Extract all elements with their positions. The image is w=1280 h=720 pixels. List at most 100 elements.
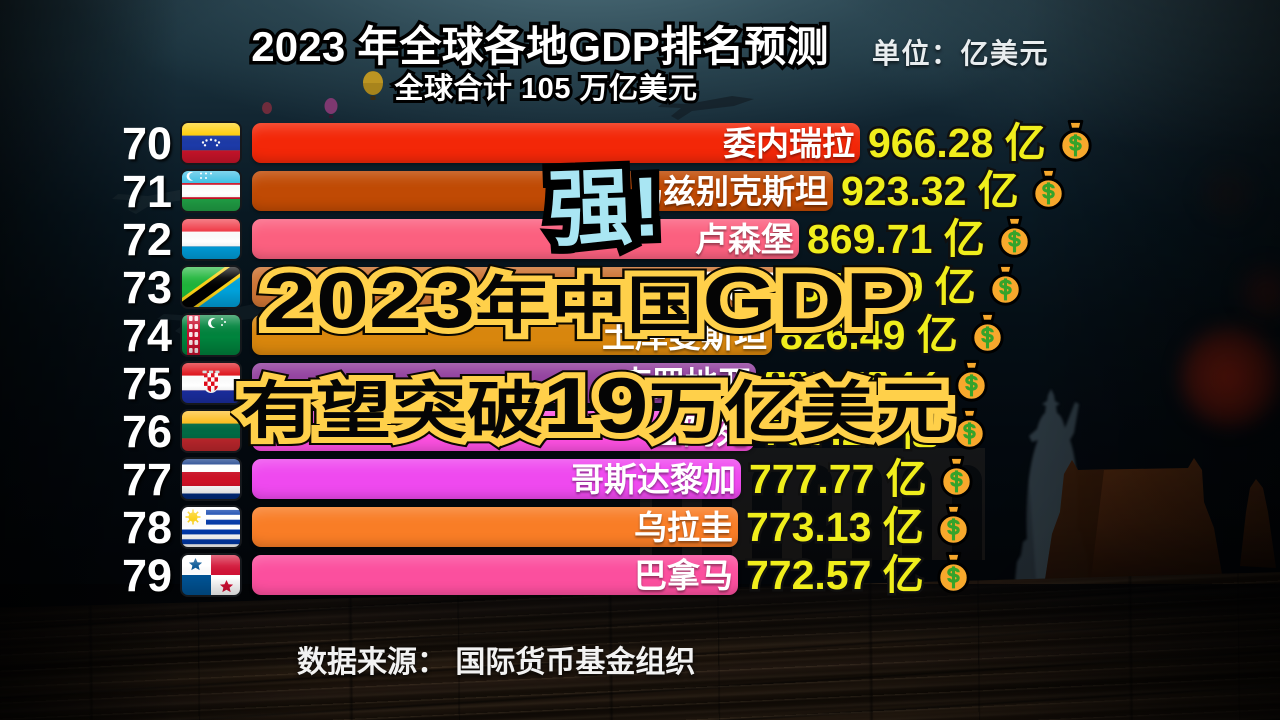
country-flag-icon bbox=[180, 217, 242, 261]
country-flag-icon bbox=[180, 121, 242, 165]
gdp-row: 70 委内瑞拉 966.28 亿 966.28 亿 bbox=[0, 118, 1280, 169]
gdp-value: 966.28 亿 966.28 亿 bbox=[866, 119, 1049, 168]
rank-number: 79 bbox=[121, 550, 172, 601]
country-flag-icon bbox=[180, 457, 242, 501]
gdp-value: 923.32 亿 923.32 亿 bbox=[839, 167, 1022, 216]
rank-number: 74 bbox=[121, 310, 172, 361]
gdp-value-text: 773.13 亿 bbox=[746, 504, 924, 550]
gdp-bar: 立陶宛 bbox=[252, 411, 754, 451]
gdp-value-outline: 869.71 亿 bbox=[805, 215, 988, 264]
gdp-value-text: 800.39 亿 bbox=[764, 360, 942, 406]
gdp-bar: 卢森堡 bbox=[252, 219, 799, 259]
gdp-value-text: 797.25 亿 bbox=[762, 408, 940, 454]
gdp-value: 826.49 亿 826.49 亿 bbox=[778, 311, 961, 360]
rank-number: 75 bbox=[121, 358, 172, 409]
overlay-badge: 强! 强! bbox=[539, 151, 670, 265]
gdp-row: 75 克罗地亚 800.39 亿 800.39 亿 bbox=[0, 358, 1280, 409]
money-bag-icon bbox=[934, 502, 973, 548]
money-bag-icon bbox=[986, 262, 1025, 308]
gdp-value: 855.09 亿 855.09 亿 bbox=[796, 263, 979, 312]
country-label: 克罗地亚 bbox=[619, 365, 751, 402]
gdp-value: 777.77 亿 777.77 亿 bbox=[747, 455, 930, 504]
gdp-value-outline: 966.28 亿 bbox=[866, 119, 1049, 168]
gdp-value: 869.71 亿 869.71 亿 bbox=[805, 215, 988, 264]
gdp-value-outline: 772.57 亿 bbox=[744, 551, 927, 600]
overlay-caption-line1: 2023年中国GDP 2023年中国GDP 2023年中国GDP bbox=[253, 248, 919, 352]
money-bag-icon bbox=[952, 358, 991, 404]
gdp-bar: 委内瑞拉 bbox=[252, 123, 860, 163]
gdp-row: 78 乌拉圭 773.13 亿 773.13 亿 bbox=[0, 502, 1280, 553]
page-subtitle: 全球合计 105 万亿美元 全球合计 105 万亿美元 bbox=[392, 70, 701, 108]
gdp-value-text: 855.09 亿 bbox=[798, 264, 976, 310]
unit-label: 单位：亿美元 bbox=[872, 38, 1050, 69]
country-flag-icon bbox=[180, 505, 242, 549]
country-flag-icon bbox=[180, 553, 242, 597]
gdp-value: 800.39 亿 800.39 亿 bbox=[764, 360, 942, 406]
gdp-bar: 乌兹别克斯坦 bbox=[252, 171, 833, 211]
country-flag-icon bbox=[180, 313, 242, 357]
country-label: 土库曼斯坦 bbox=[602, 317, 767, 354]
rank-number: 76 bbox=[121, 406, 172, 457]
country-flag-icon bbox=[180, 265, 242, 309]
money-bag-icon bbox=[934, 550, 973, 596]
gdp-value-text: 966.28 亿 bbox=[868, 120, 1046, 166]
gdp-value: 797.25 亿 797.25 亿 bbox=[762, 408, 940, 454]
gdp-row: 77 哥斯达黎加 777.77 亿 777.77 亿 bbox=[0, 454, 1280, 505]
gdp-value-text: 923.32 亿 bbox=[841, 168, 1019, 214]
gdp-value-text: 869.71 亿 bbox=[807, 216, 985, 262]
gdp-row: 79 巴拿马 772.57 亿 772.57 亿 bbox=[0, 550, 1280, 601]
gdp-bar: 巴拿马 bbox=[252, 555, 738, 595]
gdp-value: 773.13 亿 773.13 亿 bbox=[744, 503, 927, 552]
rank-number: 77 bbox=[121, 454, 172, 505]
gdp-value-outline: 826.49 亿 bbox=[778, 311, 961, 360]
rank-number: 70 bbox=[121, 118, 172, 169]
gdp-bar: 哥斯达黎加 bbox=[252, 459, 741, 499]
page-title-outline: 2023 年全球各地GDP排名预测 bbox=[248, 20, 832, 74]
gdp-value-outline: 855.09 亿 bbox=[796, 263, 979, 312]
gdp-row: 76 立陶宛 797.25 亿 797.25 亿 bbox=[0, 406, 1280, 457]
gdp-row: 71 乌兹别克斯坦 923.32 亿 923.32 亿 bbox=[0, 166, 1280, 217]
money-bag-icon bbox=[950, 406, 989, 452]
gdp-row: 73 坦桑尼亚 855.09 亿 855.09 亿 bbox=[0, 262, 1280, 313]
money-bag-icon bbox=[937, 454, 976, 500]
page-title: 2023 年全球各地GDP排名预测 2023 年全球各地GDP排名预测 bbox=[0, 13, 1080, 74]
data-source: 数据来源： 国际货币基金组织 bbox=[297, 646, 696, 679]
country-label: 委内瑞拉 bbox=[723, 125, 855, 162]
gdp-value: 772.57 亿 772.57 亿 bbox=[744, 551, 927, 600]
country-flag-icon bbox=[180, 409, 242, 453]
country-label: 乌拉圭 bbox=[634, 509, 733, 546]
money-bag-icon bbox=[968, 310, 1007, 356]
country-label: 卢森堡 bbox=[695, 221, 794, 258]
rank-number: 73 bbox=[121, 262, 172, 313]
gdp-value-text: 772.57 亿 bbox=[746, 552, 924, 598]
gdp-value-outline: 797.25 亿 bbox=[762, 408, 940, 454]
rank-number: 71 bbox=[121, 166, 172, 217]
country-label: 哥斯达黎加 bbox=[571, 461, 736, 498]
gdp-value-outline: 777.77 亿 bbox=[747, 455, 930, 504]
gdp-bar: 土库曼斯坦 bbox=[252, 315, 772, 355]
gdp-bar: 坦桑尼亚 bbox=[252, 267, 790, 307]
gdp-value-text: 826.49 亿 bbox=[780, 312, 958, 358]
country-flag-icon bbox=[180, 361, 242, 405]
gdp-bar: 克罗地亚 bbox=[252, 363, 756, 403]
money-bag-icon bbox=[1029, 166, 1068, 212]
overlay-caption-line2: 有望突破19万亿美元 有望突破19万亿美元 有望突破19万亿美元 bbox=[230, 353, 961, 457]
country-flag-icon bbox=[180, 169, 242, 213]
gdp-bar: 乌拉圭 bbox=[252, 507, 738, 547]
money-bag-icon bbox=[1056, 118, 1095, 164]
country-label: 坦桑尼亚 bbox=[653, 269, 785, 306]
country-label: 巴拿马 bbox=[634, 557, 733, 594]
money-bag-icon bbox=[995, 214, 1034, 260]
rank-number: 78 bbox=[121, 502, 172, 553]
rank-number: 72 bbox=[121, 214, 172, 265]
gdp-value-outline: 800.39 亿 bbox=[764, 360, 942, 406]
country-label: 乌兹别克斯坦 bbox=[630, 173, 828, 210]
gdp-value-outline: 773.13 亿 bbox=[744, 503, 927, 552]
country-label: 立陶宛 bbox=[650, 413, 749, 450]
gdp-value-text: 777.77 亿 bbox=[749, 456, 927, 502]
gdp-row: 74 土库曼斯坦 826.49 亿 826.49 亿 bbox=[0, 310, 1280, 361]
gdp-value-outline: 923.32 亿 bbox=[839, 167, 1022, 216]
